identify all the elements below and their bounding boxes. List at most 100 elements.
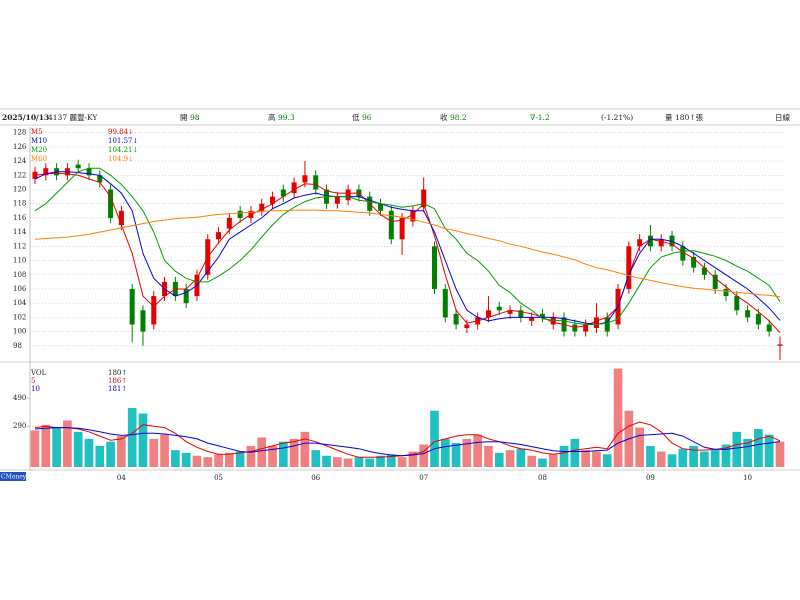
volume-bar — [279, 441, 288, 467]
volume-bar — [257, 437, 267, 467]
candle-body — [701, 267, 707, 275]
volume-bar — [268, 445, 277, 467]
legend-name: M10 — [31, 137, 47, 145]
ma-line — [34, 171, 781, 326]
volume-bar — [225, 452, 234, 467]
y-tick-label: 112 — [13, 242, 26, 250]
candle-body — [539, 313, 545, 318]
brand: CMoney — [1, 474, 27, 481]
volume-bar — [592, 451, 601, 467]
candle-body — [129, 288, 135, 325]
volume-bar — [41, 424, 51, 467]
y-tick-label: 124 — [13, 157, 27, 165]
candle-body — [302, 175, 308, 183]
candle-body — [388, 210, 394, 240]
stock-name: 4137 麗豐-KY — [48, 112, 98, 122]
volume-bar — [333, 457, 342, 467]
candle-body — [755, 313, 761, 325]
volume-bar — [559, 445, 569, 467]
y-tick-label: 116 — [13, 214, 27, 222]
candle-body — [216, 232, 222, 240]
volume-bar — [689, 445, 698, 467]
volume-bar — [138, 413, 148, 467]
candle-body — [583, 324, 589, 332]
field-value: 96 — [362, 113, 372, 122]
candle-body — [766, 324, 772, 332]
volume-bar — [484, 445, 493, 467]
candle-body — [97, 175, 103, 183]
volume-bar — [710, 450, 720, 467]
candle-body — [647, 235, 653, 247]
candle-body — [496, 306, 502, 311]
field-label: 低 — [352, 112, 360, 122]
volume-bar — [300, 431, 310, 467]
candle-body — [442, 288, 448, 318]
candle-body — [507, 310, 513, 314]
y-tick-label: 120 — [13, 186, 26, 194]
volume-bar — [440, 438, 450, 467]
candle-body — [291, 182, 297, 194]
candle-body — [680, 246, 686, 261]
volume-bar — [171, 450, 180, 467]
volume-bar — [635, 427, 644, 467]
volume-bar — [408, 451, 418, 467]
volume-bar — [149, 438, 159, 467]
volume-bar — [602, 454, 612, 467]
candle-body — [421, 189, 427, 208]
volume-bar — [84, 438, 94, 467]
volume-bar — [192, 455, 202, 467]
volume-bar — [538, 458, 547, 467]
legend-value: 99.84↓ — [108, 128, 134, 136]
y-tick-label: 114 — [13, 228, 27, 236]
volume-bar — [613, 368, 623, 467]
volume-bar — [289, 438, 299, 467]
candle-body — [270, 196, 276, 204]
volume-bar — [160, 434, 169, 467]
volume-bar — [700, 451, 709, 467]
x-tick-label: 06 — [311, 474, 320, 482]
legend-value: 101.57↓ — [108, 137, 138, 145]
volume-bar — [63, 420, 72, 467]
candle-body — [313, 175, 319, 190]
volume-bar — [52, 427, 61, 467]
candle-body — [410, 210, 416, 222]
candle-body — [237, 210, 243, 218]
volume-bar — [646, 445, 655, 467]
candle-body — [118, 210, 124, 226]
volume-bar — [30, 430, 40, 467]
field-label: 開 — [180, 113, 188, 122]
field-value: 99.3 — [278, 113, 295, 122]
volume-bar — [311, 450, 321, 467]
candle-body — [345, 189, 351, 201]
x-tick-label: 04 — [117, 474, 126, 482]
legend-value: 104.21↓ — [108, 146, 138, 154]
candle-body — [378, 203, 384, 211]
candle-body — [637, 239, 643, 247]
y-tick-label: 118 — [13, 200, 26, 208]
y-tick-label: 110 — [13, 257, 26, 265]
y-tick-label: 104 — [13, 299, 27, 307]
volume-bar — [581, 450, 590, 467]
date: 2025/10/13 — [2, 113, 49, 122]
field-value: 98 — [190, 113, 200, 122]
x-tick-label: 07 — [419, 474, 428, 482]
volume-bar — [322, 455, 331, 467]
candle-body — [464, 324, 470, 329]
volume-bar — [473, 434, 482, 467]
candle-body — [712, 274, 718, 289]
y-tick-label: 128 — [13, 129, 26, 137]
legend-value: 180↑ — [108, 369, 127, 377]
candle-body — [745, 310, 751, 318]
candle-body — [32, 171, 38, 179]
volume-bar — [548, 454, 558, 467]
ma-line — [34, 172, 781, 334]
x-tick-label: 09 — [646, 474, 655, 482]
volume-bar — [419, 444, 429, 467]
change: ∇-1.2 — [530, 113, 550, 122]
volume-bar — [386, 454, 396, 467]
volume-bar — [505, 450, 515, 467]
legend-value: 104.9↓ — [108, 155, 134, 163]
ma-line — [34, 167, 781, 325]
legend-value: 181↑ — [108, 385, 127, 393]
